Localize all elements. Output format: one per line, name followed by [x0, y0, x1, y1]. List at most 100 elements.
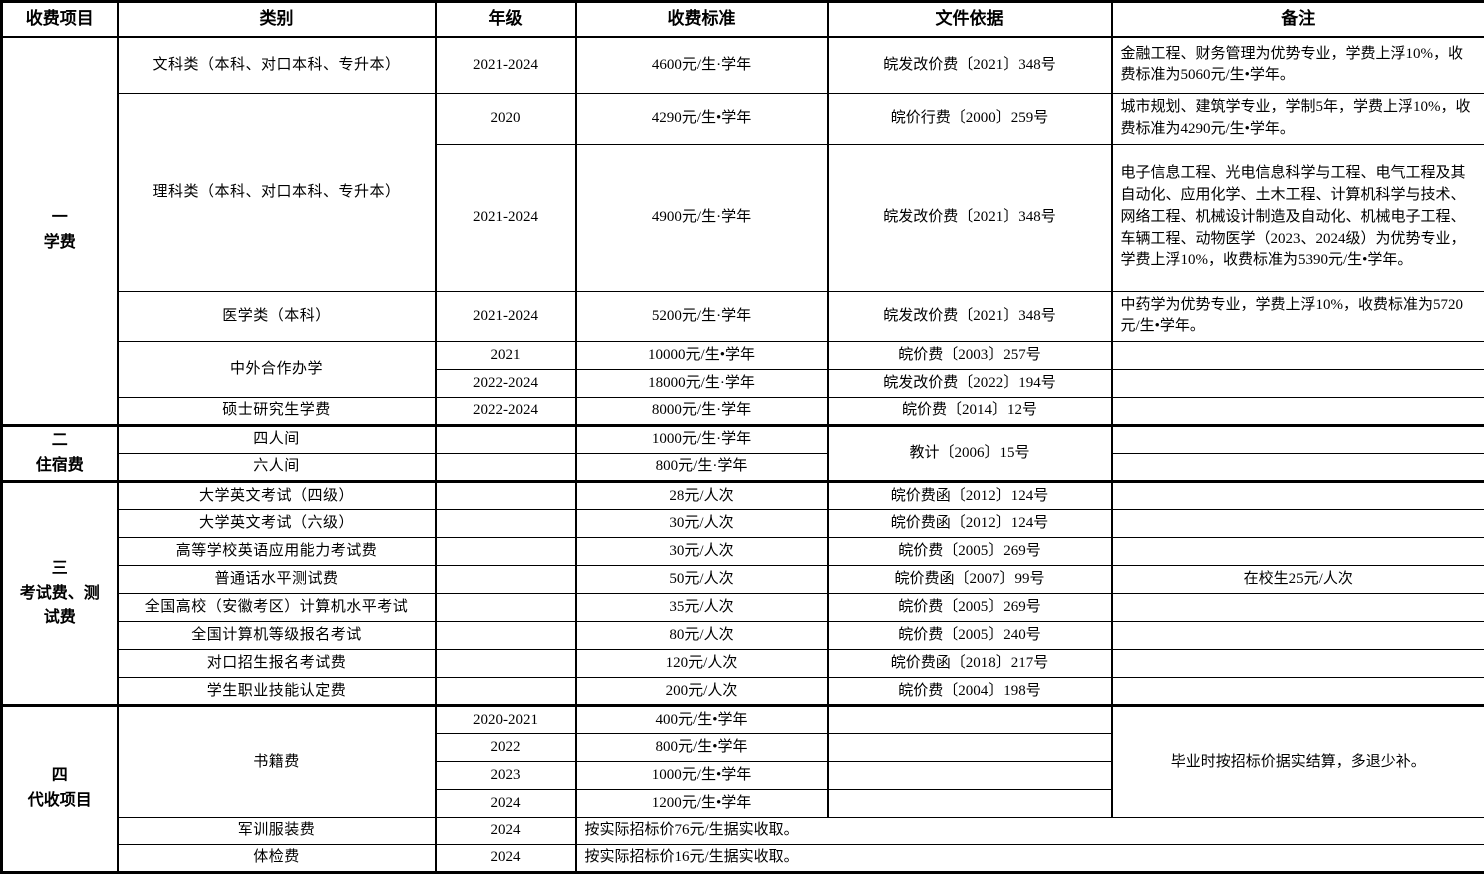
standard-cell: 80元/人次 [576, 622, 828, 650]
grade-cell [436, 566, 576, 594]
standard-cell: 800元/生•学年 [576, 734, 828, 762]
basis-cell: 皖价费〔2003〕257号 [828, 342, 1112, 370]
table-row: 普通话水平测试费 50元/人次 皖价费函〔2007〕99号 在校生25元/人次 [2, 566, 1484, 594]
category-cell: 理科类（本科、对口本科、专升本） [118, 94, 436, 292]
remark-cell [1112, 538, 1484, 566]
category-cell: 中外合作办学 [118, 342, 436, 398]
grade-cell [436, 482, 576, 510]
table-row: 二 住宿费 四人间 1000元/生·学年 教计〔2006〕15号 [2, 425, 1484, 453]
remark-cell: 在校生25元/人次 [1112, 566, 1484, 594]
standard-cell: 18000元/生·学年 [576, 370, 828, 398]
remark-cell [1112, 425, 1484, 453]
header-remark: 备注 [1112, 2, 1484, 37]
standard-cell: 10000元/生•学年 [576, 342, 828, 370]
section-number: 二 [15, 429, 105, 454]
table-row: 六人间 800元/生·学年 [2, 454, 1484, 482]
grade-cell: 2020 [436, 94, 576, 145]
remark-cell: 电子信息工程、光电信息科学与工程、电气工程及其自动化、应用化学、土木工程、计算机… [1112, 144, 1484, 291]
basis-cell: 皖发改价费〔2022〕194号 [828, 370, 1112, 398]
table-row: 学生职业技能认定费 200元/人次 皖价费〔2004〕198号 [2, 678, 1484, 706]
category-cell: 体检费 [118, 845, 436, 873]
remark-cell: 城市规划、建筑学专业，学制5年，学费上浮10%，收费标准为4290元/生•学年。 [1112, 94, 1484, 145]
remark-cell: 中药学为优势专业，学费上浮10%，收费标准为5720元/生•学年。 [1112, 291, 1484, 342]
basis-cell: 皖价费函〔2012〕124号 [828, 510, 1112, 538]
remark-cell [1112, 678, 1484, 706]
grade-cell: 2021-2024 [436, 291, 576, 342]
header-category: 类别 [118, 2, 436, 37]
table-row: 大学英文考试（六级） 30元/人次 皖价费函〔2012〕124号 [2, 510, 1484, 538]
header-fee-item: 收费项目 [2, 2, 118, 37]
section-title: 住宿费 [15, 454, 105, 479]
remark-cell [1112, 398, 1484, 426]
grade-cell: 2024 [436, 845, 576, 873]
category-cell: 高等学校英语应用能力考试费 [118, 538, 436, 566]
basis-cell [828, 734, 1112, 762]
header-row: 收费项目 类别 年级 收费标准 文件依据 备注 [2, 2, 1484, 37]
category-cell: 大学英文考试（六级） [118, 510, 436, 538]
remark-cell [1112, 594, 1484, 622]
grade-cell: 2023 [436, 762, 576, 790]
remark-cell [1112, 622, 1484, 650]
table-row: 对口招生报名考试费 120元/人次 皖价费函〔2018〕217号 [2, 650, 1484, 678]
basis-cell: 皖价费〔2005〕240号 [828, 622, 1112, 650]
category-cell: 书籍费 [118, 706, 436, 818]
category-cell: 医学类（本科） [118, 291, 436, 342]
grade-cell: 2021-2024 [436, 144, 576, 291]
basis-cell: 皖价费〔2005〕269号 [828, 594, 1112, 622]
standard-cell: 120元/人次 [576, 650, 828, 678]
remark-cell [1112, 510, 1484, 538]
basis-cell: 皖价费函〔2007〕99号 [828, 566, 1112, 594]
standard-cell: 4290元/生•学年 [576, 94, 828, 145]
table-row: 全国高校（安徽考区）计算机水平考试 35元/人次 皖价费〔2005〕269号 [2, 594, 1484, 622]
grade-cell [436, 510, 576, 538]
header-standard: 收费标准 [576, 2, 828, 37]
grade-cell [436, 425, 576, 453]
remark-cell [1112, 454, 1484, 482]
remark-cell [1112, 482, 1484, 510]
grade-cell [436, 650, 576, 678]
section-title: 代收项目 [15, 789, 105, 814]
basis-cell: 皖价费〔2004〕198号 [828, 678, 1112, 706]
basis-cell: 皖价行费〔2000〕259号 [828, 94, 1112, 145]
basis-cell: 皖价费〔2014〕12号 [828, 398, 1112, 426]
standard-cell: 30元/人次 [576, 538, 828, 566]
standard-cell: 200元/人次 [576, 678, 828, 706]
standard-full-cell: 按实际招标价16元/生据实收取。 [576, 845, 1484, 873]
standard-cell: 1200元/生•学年 [576, 790, 828, 818]
grade-cell: 2020-2021 [436, 706, 576, 734]
section-label-tuition: 一 学费 [2, 37, 118, 426]
standard-cell: 1000元/生•学年 [576, 762, 828, 790]
table-row: 体检费 2024 按实际招标价16元/生据实收取。 [2, 845, 1484, 873]
section-number: 四 [15, 764, 105, 789]
table-row: 理科类（本科、对口本科、专升本） 2020 4290元/生•学年 皖价行费〔20… [2, 94, 1484, 145]
category-cell: 军训服装费 [118, 818, 436, 845]
table-row: 一 学费 文科类（本科、对口本科、专升本） 2021-2024 4600元/生·… [2, 37, 1484, 94]
grade-cell [436, 678, 576, 706]
standard-cell: 8000元/生·学年 [576, 398, 828, 426]
grade-cell [436, 454, 576, 482]
category-cell: 六人间 [118, 454, 436, 482]
basis-cell: 皖价费函〔2018〕217号 [828, 650, 1112, 678]
table-row: 四 代收项目 书籍费 2020-2021 400元/生•学年 毕业时按招标价据实… [2, 706, 1484, 734]
standard-cell: 4600元/生·学年 [576, 37, 828, 94]
category-cell: 全国高校（安徽考区）计算机水平考试 [118, 594, 436, 622]
basis-cell [828, 762, 1112, 790]
standard-cell: 28元/人次 [576, 482, 828, 510]
table-row: 军训服装费 2024 按实际招标价76元/生据实收取。 [2, 818, 1484, 845]
category-cell: 普通话水平测试费 [118, 566, 436, 594]
category-cell: 大学英文考试（四级） [118, 482, 436, 510]
grade-cell: 2021 [436, 342, 576, 370]
category-cell: 全国计算机等级报名考试 [118, 622, 436, 650]
standard-cell: 800元/生·学年 [576, 454, 828, 482]
section-number: 一 [15, 206, 105, 231]
basis-cell [828, 790, 1112, 818]
section-title: 考试费、测试费 [15, 582, 105, 632]
basis-cell: 皖发改价费〔2021〕348号 [828, 291, 1112, 342]
table-row: 三 考试费、测试费 大学英文考试（四级） 28元/人次 皖价费函〔2012〕12… [2, 482, 1484, 510]
basis-cell: 皖发改价费〔2021〕348号 [828, 144, 1112, 291]
header-grade: 年级 [436, 2, 576, 37]
basis-cell: 皖发改价费〔2021〕348号 [828, 37, 1112, 94]
remark-cell: 金融工程、财务管理为优势专业，学费上浮10%，收费标准为5060元/生•学年。 [1112, 37, 1484, 94]
basis-cell: 皖价费〔2005〕269号 [828, 538, 1112, 566]
